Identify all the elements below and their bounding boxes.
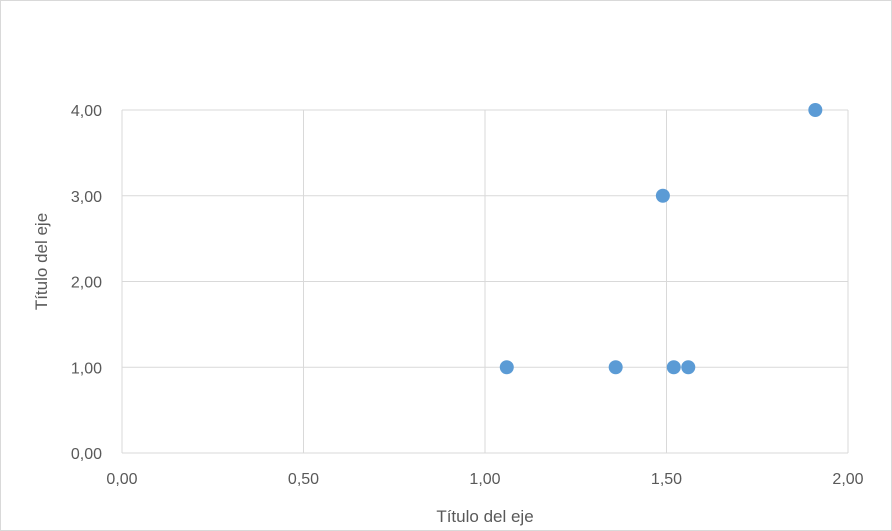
- y-tick-label: 2,00: [71, 275, 102, 292]
- y-tick-label: 3,00: [71, 189, 102, 206]
- y-tick-label: 0,00: [71, 446, 102, 463]
- data-point: [655, 188, 670, 203]
- y-tick-label: 1,00: [71, 360, 102, 377]
- y-axis-title: Título del eje: [32, 213, 51, 310]
- x-tick-label: 1,50: [651, 471, 682, 488]
- data-point: [808, 103, 823, 117]
- x-axis-title: Título del eje: [436, 507, 533, 526]
- data-point: [608, 360, 623, 375]
- data-points: [499, 103, 823, 375]
- x-tick-label: 0,00: [106, 471, 137, 488]
- gridlines: [121, 109, 849, 454]
- x-tick-label: 0,50: [288, 471, 319, 488]
- y-tick-label: 4,00: [71, 103, 102, 120]
- data-point: [681, 360, 696, 375]
- x-tick-label: 1,00: [469, 471, 500, 488]
- data-point: [499, 360, 514, 375]
- y-axis-ticks: 0,00 1,00 2,00 3,00 4,00: [71, 103, 102, 463]
- x-axis-ticks: 0,00 0,50 1,00 1,50 2,00: [106, 471, 863, 488]
- data-point: [666, 360, 681, 375]
- x-tick-label: 2,00: [832, 471, 863, 488]
